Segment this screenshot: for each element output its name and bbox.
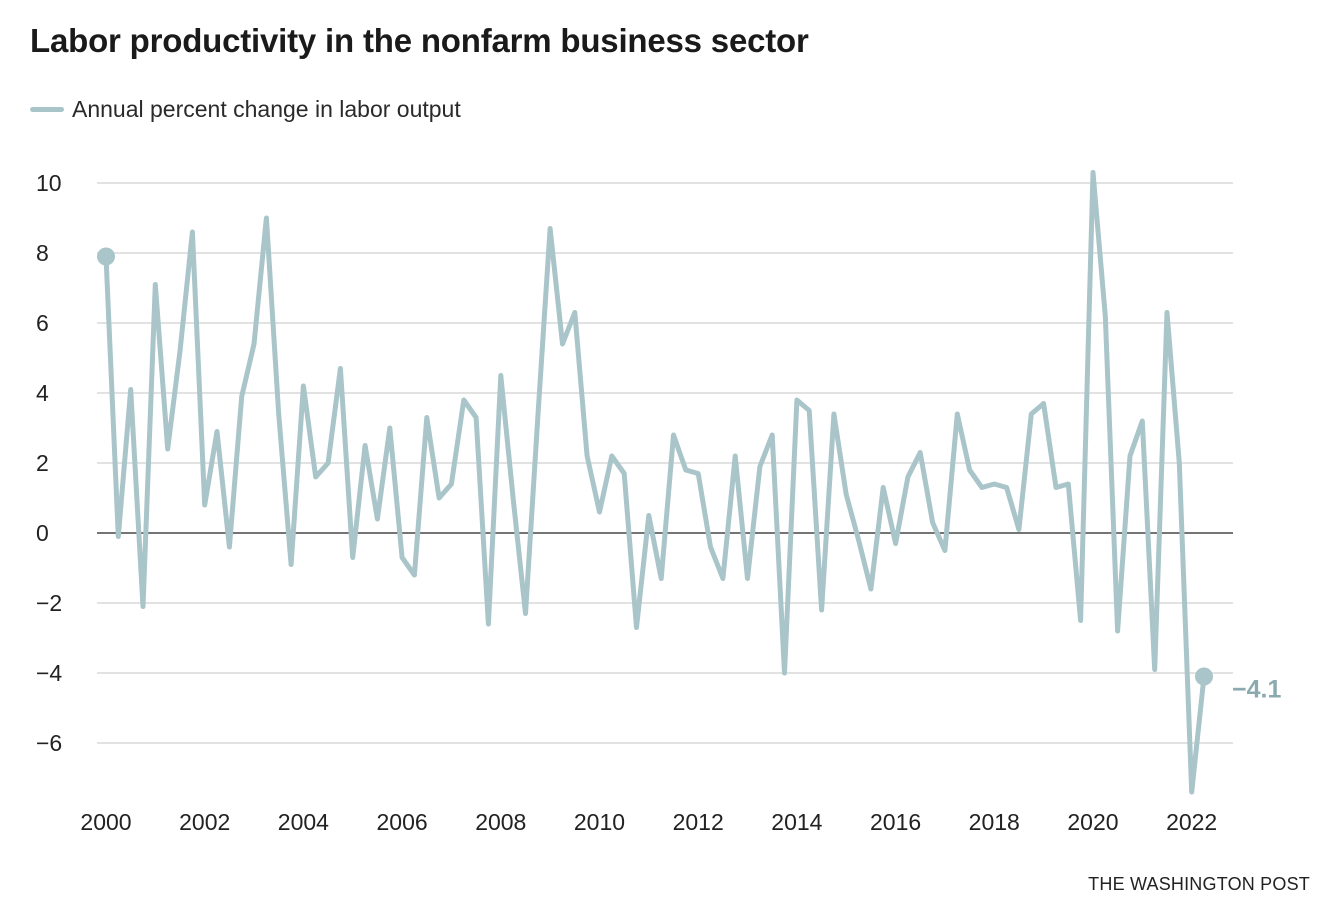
x-tick-label: 2006 [377,809,428,835]
source-credit: THE WASHINGTON POST [1088,874,1310,894]
x-tick-label: 2002 [179,809,230,835]
x-tick-label: 2014 [771,809,822,835]
x-tick-label: 2020 [1067,809,1118,835]
x-tick-label: 2022 [1166,809,1217,835]
y-tick-label: 0 [36,520,49,546]
legend: Annual percent change in labor output [30,96,461,123]
x-tick-label: 2000 [80,809,131,835]
y-tick-label: −4 [36,660,62,686]
end-value-label: −4.1 [1232,676,1281,704]
y-tick-label: 2 [36,450,49,476]
x-tick-label: 2018 [969,809,1020,835]
y-tick-label: −6 [36,730,62,756]
y-tick-label: −2 [36,590,62,616]
start-point-marker [97,247,115,266]
x-tick-label: 2010 [574,809,625,835]
y-tick-label: 6 [36,310,49,336]
legend-label: Annual percent change in labor output [72,96,461,122]
x-tick-label: 2012 [673,809,724,835]
end-point-marker [1195,667,1213,686]
series-line [103,170,1207,795]
y-tick-label: 8 [36,240,49,266]
y-tick-label: 4 [36,380,49,406]
x-tick-label: 2016 [870,809,921,835]
x-tick-label: 2004 [278,809,329,835]
chart-title: Labor productivity in the nonfarm busine… [30,22,809,59]
legend-swatch [30,107,64,112]
x-tick-label: 2008 [475,809,526,835]
y-tick-label: 10 [36,170,62,196]
